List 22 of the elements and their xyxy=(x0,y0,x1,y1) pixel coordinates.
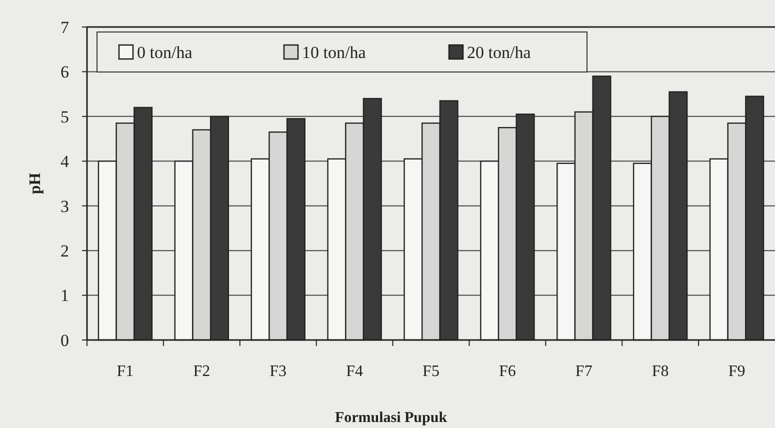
x-tick-label: F2 xyxy=(193,363,210,380)
legend-label: 0 ton/ha xyxy=(137,42,193,62)
y-tick-label: 4 xyxy=(60,152,70,172)
x-tick-label: F9 xyxy=(728,363,746,380)
y-tick-label: 5 xyxy=(60,107,69,126)
y-tick-label: 7 xyxy=(60,18,70,37)
x-tick-label: F8 xyxy=(652,363,669,380)
legend-label: 20 ton/ha xyxy=(467,42,532,62)
y-tick-label: 3 xyxy=(60,196,69,216)
y-tick-label: 1 xyxy=(60,286,69,306)
x-tick-label: F4 xyxy=(346,363,364,380)
x-tick-label: F1 xyxy=(116,363,134,380)
y-axis-title: pH xyxy=(27,172,44,194)
x-tick-label: F7 xyxy=(575,363,592,380)
x-tick-label: F3 xyxy=(270,363,287,380)
y-tick-label: 6 xyxy=(60,62,69,82)
x-tick-label: F5 xyxy=(422,363,440,380)
legend-label: 10 ton/ha xyxy=(302,42,366,62)
y-tick-label: 0 xyxy=(60,330,69,350)
y-tick-label: 2 xyxy=(60,242,69,261)
x-axis-title: Formulasi Pupuk xyxy=(334,410,448,426)
x-tick-label: F6 xyxy=(498,363,516,380)
